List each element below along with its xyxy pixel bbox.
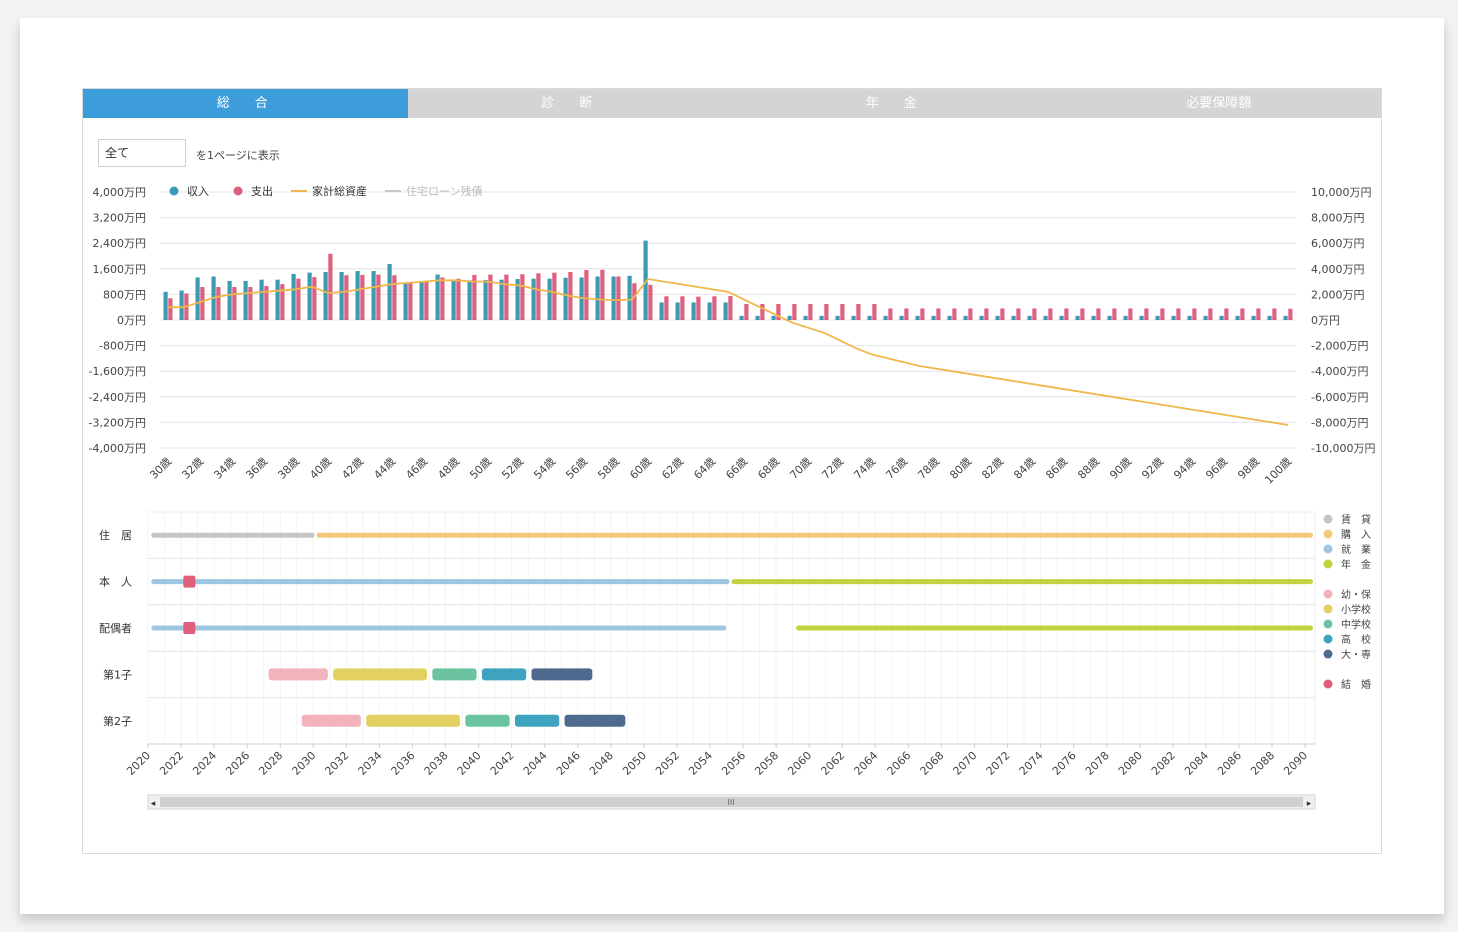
timeline-year-label: 2044: [521, 749, 550, 778]
timeline-year-label: 2020: [124, 749, 153, 778]
timeline-bar: [333, 668, 428, 681]
timeline-legend-marker: [1323, 619, 1333, 629]
timeline-year-label: 2036: [389, 749, 418, 778]
timeline-year-label: 2028: [256, 749, 285, 778]
timeline-legend-marker: [1323, 529, 1333, 539]
timeline-legend-marker: [1323, 514, 1333, 524]
scrollbar-thumb: [160, 797, 1303, 807]
timeline-bar: [151, 625, 727, 631]
scroll-right-arrow[interactable]: ▸: [1307, 799, 1312, 809]
timeline-legend-label: 小学校: [1341, 603, 1371, 616]
timeline-legend-label: 賃 貸: [1341, 513, 1371, 526]
timeline-bar: [432, 668, 477, 681]
timeline-year-label: 2082: [1149, 749, 1178, 778]
timeline-year-label: 2022: [157, 749, 186, 778]
tab-bar: 総 合 診 断 年 金 必要保障額: [83, 89, 1381, 118]
timeline-row-label: 第1子: [103, 667, 132, 681]
timeline-year-label: 2050: [620, 749, 649, 778]
scroll-left-arrow[interactable]: ◂: [151, 799, 156, 809]
timeline-legend-label: 購 入: [1341, 528, 1371, 541]
timeline-year-label: 2074: [1017, 749, 1046, 778]
tab-required-coverage[interactable]: 必要保障額: [1056, 89, 1381, 118]
tab-overview[interactable]: 総 合: [83, 89, 408, 118]
timeline-year-label: 2054: [686, 749, 715, 778]
marriage-marker: [183, 622, 196, 634]
timeline-year-label: 2088: [1248, 749, 1277, 778]
timeline-legend-marker: [1323, 679, 1333, 689]
timeline-year-label: 2034: [356, 749, 385, 778]
timeline-year-label: 2080: [1116, 749, 1145, 778]
timeline-year-label: 2058: [752, 749, 781, 778]
timeline-legend-label: 中学校: [1341, 618, 1371, 631]
page-size-select[interactable]: 全て: [98, 139, 186, 167]
timeline-legend-label: 就 業: [1341, 543, 1371, 556]
timeline-year-label: 2072: [984, 749, 1013, 778]
timeline-legend-marker: [1323, 544, 1333, 554]
timeline-row-label: 第2子: [103, 714, 132, 728]
timeline-legend-label: 高 校: [1341, 633, 1371, 646]
timeline-bar: [564, 714, 626, 727]
timeline-legend-marker: [1323, 559, 1333, 569]
timeline-legend-marker: [1323, 604, 1333, 614]
timeline-year-label: 2078: [1083, 749, 1112, 778]
timeline-row-label: 配偶者: [99, 622, 132, 635]
timeline-year-label: 2066: [884, 749, 913, 778]
timeline-year-label: 2070: [951, 749, 980, 778]
scrollbar-grip: III: [727, 798, 734, 807]
timeline-year-label: 2056: [719, 749, 748, 778]
page-size-suffix: を1ページに表示: [196, 149, 280, 162]
timeline-bar: [481, 668, 527, 681]
timeline-year-label: 2046: [554, 749, 583, 778]
timeline-bar: [731, 579, 1313, 585]
timeline-bar: [301, 714, 361, 727]
timeline-bar: [316, 532, 1313, 538]
timeline-year-label: 2084: [1182, 749, 1211, 778]
timeline-year-label: 2042: [488, 749, 517, 778]
timeline-legend-label: 幼・保: [1341, 588, 1371, 601]
timeline-legend-marker: [1323, 649, 1333, 659]
timeline-year-label: 2076: [1050, 749, 1079, 778]
timeline-year-label: 2030: [289, 749, 318, 778]
horizontal-scrollbar[interactable]: ◂ ▸ III: [147, 794, 1316, 810]
tab-diagnosis[interactable]: 診 断: [407, 89, 732, 118]
timeline-year-label: 2026: [223, 749, 252, 778]
timeline-bar: [465, 714, 510, 727]
timeline-bar: [531, 668, 593, 681]
timeline-year-label: 2040: [455, 749, 484, 778]
timeline-bar: [268, 668, 328, 681]
timeline-row-label: 本 人: [99, 575, 132, 589]
timeline-year-label: 2062: [818, 749, 847, 778]
timeline-legend-label: 結 婚: [1341, 678, 1371, 691]
tab-pension[interactable]: 年 金: [732, 89, 1057, 118]
timeline-legend-marker: [1323, 634, 1333, 644]
timeline-year-label: 2064: [851, 749, 880, 778]
timeline-year-label: 2068: [918, 749, 947, 778]
timeline-bar: [151, 579, 730, 585]
timeline-legend-label: 大・専: [1341, 648, 1371, 661]
timeline-year-label: 2086: [1215, 749, 1244, 778]
timeline-year-label: 2038: [422, 749, 451, 778]
timeline-bar: [151, 532, 315, 538]
timeline-legend-marker: [1323, 589, 1333, 599]
timeline-legend-label: 年 金: [1341, 558, 1371, 571]
timeline-year-label: 2048: [587, 749, 616, 778]
timeline-bar: [366, 714, 461, 727]
timeline-bar: [795, 625, 1313, 631]
timeline-year-label: 2024: [190, 749, 219, 778]
timeline-year-label: 2060: [785, 749, 814, 778]
timeline-row-label: 住 居: [99, 528, 132, 542]
timeline-bar: [514, 714, 560, 727]
timeline-year-label: 2032: [322, 749, 351, 778]
marriage-marker: [183, 575, 196, 588]
timeline-year-label: 2090: [1281, 749, 1310, 778]
timeline-year-label: 2052: [653, 749, 682, 778]
